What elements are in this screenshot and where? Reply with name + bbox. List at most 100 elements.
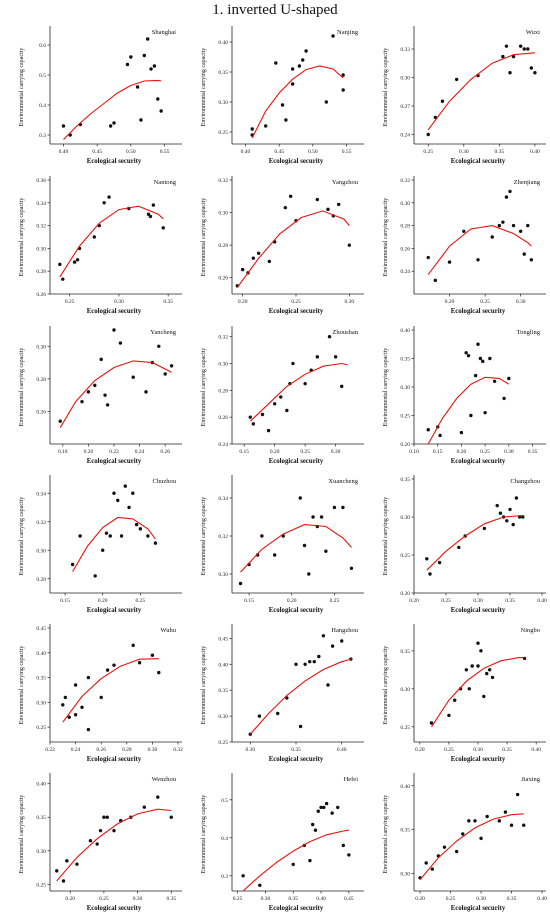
y-tick-label: 0.4 [221,836,228,842]
data-point [330,644,335,648]
y-axis-label: Environmental carrying capacity [201,198,207,277]
data-point [426,255,430,260]
data-point [104,531,109,535]
x-tick-label: 0.20 [457,449,467,455]
data-point [75,862,79,866]
fit-curve [236,210,350,288]
chart-title: Wenzhou [152,776,177,783]
y-tick-label: 0.26 [218,415,228,421]
y-tick-label: 0.40 [218,40,228,46]
y-tick-label: 0.30 [400,687,410,693]
data-point [135,85,140,89]
data-point [70,562,75,567]
x-tick-label: 0.30 [331,449,341,455]
y-tick-label: 0.32 [218,534,228,540]
data-point [92,235,97,239]
x-tick-label: 0.15 [244,598,254,604]
y-tick-label: 0.30 [36,246,46,252]
x-axis-label: Ecological security [87,458,142,465]
x-tick-label: 0.25 [446,896,456,902]
data-point [498,511,503,515]
data-point [156,97,160,101]
data-point [324,100,329,104]
data-point [470,664,474,668]
data-point [131,643,135,648]
data-point [522,47,526,51]
y-tick-label: 0.24 [218,442,228,448]
x-tick-label: 0.20 [270,449,280,455]
data-point [483,410,487,415]
scatter-chart-nantong: Nantong 0.25 0.30 0.35 0.26 0.28 0.30 0.32 0.34 0… [19,176,182,315]
data-point [144,390,148,394]
y-tick-label: 0.20 [400,591,410,597]
y-tick-label: 0.5 [39,73,46,79]
x-axis-label: Ecological security [87,756,142,763]
data-point [301,58,305,62]
chart-title: Yangzhou [332,179,359,186]
y-axis-label: Environmental carrying capacity [19,48,25,127]
data-point [102,201,106,205]
data-point [502,396,506,401]
data-point [157,670,161,675]
data-point [476,258,480,262]
data-point [453,698,457,702]
data-point [73,713,78,717]
y-tick-label: 0.35 [218,688,228,694]
data-point [313,828,318,832]
data-point [98,828,103,833]
data-point [341,73,345,77]
data-point [285,408,289,413]
data-point [263,124,268,128]
data-point [72,260,77,264]
data-point [324,801,329,806]
fit-curve [62,658,159,723]
data-point [426,132,430,137]
x-tick-label: 0.35 [291,747,301,753]
data-point [440,99,445,103]
x-tick-label: 0.25 [65,299,75,305]
data-point [324,549,328,553]
data-point [522,823,526,827]
data-point [508,189,512,194]
scatter-chart-nanjing: Nanjing 0.40 0.45 0.50 0.55 0.25 0.30 0.35 0.40 E… [201,26,364,165]
y-tick-label: 0.30 [36,849,46,855]
chart-title: Wuxi [526,29,540,36]
x-tick-label: 0.30 [504,449,514,455]
y-tick-label: 0.30 [400,201,410,207]
y-tick-label: 0.25 [400,725,410,731]
data-point [67,715,71,719]
data-point [467,819,471,823]
data-point [341,843,346,848]
y-axis-label: Environmental carrying capacity [383,497,389,576]
data-point [151,203,156,207]
data-point [108,534,112,538]
y-tick-label: 0.26 [218,276,228,282]
data-point [308,858,312,863]
data-point [507,376,511,381]
y-tick-label: 0.4 [39,103,46,109]
y-axis-label: Environmental carrying capacity [201,348,207,427]
fit-curve [419,813,524,880]
data-point [336,202,341,207]
y-tick-label: 0.35 [36,815,46,821]
data-point [260,534,264,538]
x-tick-label: 0.20 [445,299,455,305]
data-point [145,37,150,41]
data-point [429,721,434,725]
x-tick-label: 0.30 [473,747,483,753]
y-tick-label: 0.28 [36,269,46,275]
x-tick-label: 0.15 [60,598,70,604]
data-point [283,205,288,210]
y-tick-label: 0.25 [36,725,46,731]
y-tick-label: 0.40 [218,662,228,668]
data-point [75,258,80,262]
data-point [276,711,280,716]
x-tick-label: 0.40 [59,149,69,155]
y-tick-label: 0.35 [400,649,410,655]
x-tick-label: 0.30 [133,896,143,902]
chart-title: Hefei [344,776,359,783]
y-tick-label: 0.25 [36,882,46,888]
fit-curve [427,376,510,445]
data-point [294,662,298,666]
data-point [437,560,442,565]
